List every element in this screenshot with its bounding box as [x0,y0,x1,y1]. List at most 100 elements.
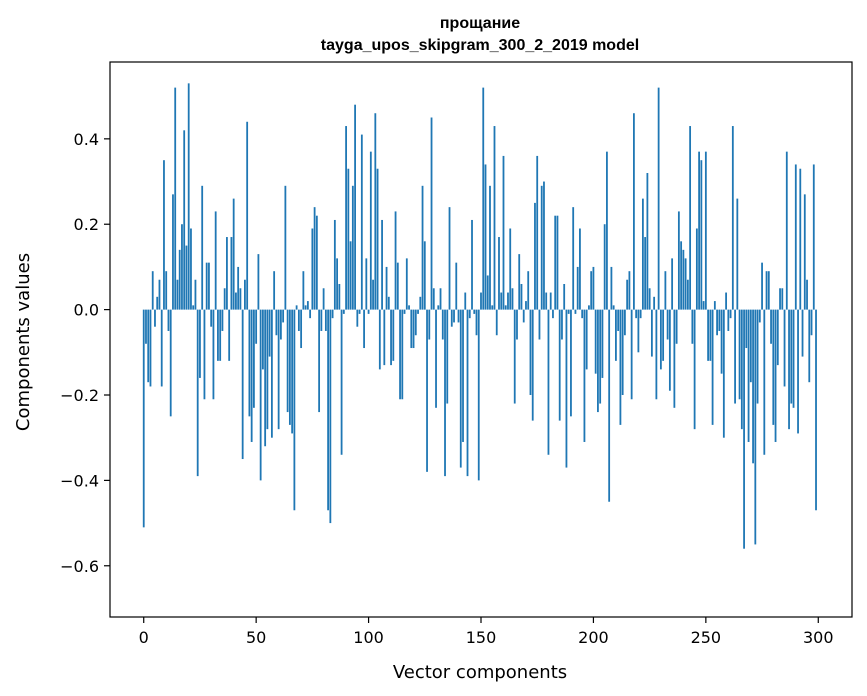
bar [315,215,318,310]
y-tick-label: 0.2 [74,215,99,234]
bar [376,168,379,310]
bar [297,309,300,331]
bar [628,271,631,310]
bar [372,279,374,310]
x-tick-label: 100 [353,628,384,647]
bar [419,296,422,310]
bar [801,309,804,357]
bar [606,151,608,310]
bar [246,121,249,310]
bar [268,309,271,357]
bar [581,309,584,319]
bar [808,309,811,383]
bar [806,279,808,310]
bar [558,309,561,421]
bar [194,279,197,310]
bar [799,168,802,310]
bar [437,305,440,310]
bar [284,185,287,310]
bar [291,309,294,434]
bar [358,309,361,314]
bar [241,309,244,460]
bar [435,309,437,408]
bar [776,309,779,366]
bar [378,309,381,370]
bar [432,288,435,310]
bar [412,309,415,349]
bar [538,309,541,340]
bar [731,126,734,310]
bar [597,309,599,413]
bar [783,309,786,387]
bar [745,309,748,349]
bar [761,262,763,310]
bar [684,258,687,310]
bar [758,309,761,323]
bar [381,219,383,310]
bar [673,309,676,408]
chart-title-line-1: прощание [440,15,520,32]
bar [531,309,534,421]
bar [612,305,615,310]
bar [803,194,806,310]
bar [603,224,606,310]
bar [347,168,350,310]
bar [163,160,165,310]
bar [727,309,730,331]
bar [781,288,784,310]
bar [576,266,579,310]
bar [318,309,321,413]
bar [172,194,174,310]
bar [619,309,622,425]
bar [214,211,217,310]
bar [815,309,817,511]
bar [765,271,768,310]
y-tick-label: −0.4 [60,471,99,490]
bar [324,309,327,331]
bar [666,309,669,340]
bar [516,309,518,340]
bar [592,266,595,310]
bar [752,309,754,464]
bar [311,228,314,310]
bar [711,309,714,425]
bar [691,309,694,344]
bar [610,266,613,310]
bar [237,266,240,310]
bar [403,309,406,314]
bar [306,301,309,310]
bar [217,309,219,361]
bar [390,309,392,366]
bar [590,271,593,310]
bar [740,309,743,430]
x-axis: 0 50 100 150 200 250 300 [139,617,834,647]
bar [473,309,476,314]
bar [529,309,532,395]
bar [394,211,397,310]
bar [686,279,689,310]
bar [794,164,797,310]
bar [797,309,799,434]
y-tick-label: −0.6 [60,557,99,576]
bar [149,309,152,387]
bar [387,296,390,310]
bar [812,164,815,310]
bar [617,309,620,331]
bar [277,309,280,430]
x-tick-label: 200 [578,628,609,647]
bar [650,309,653,357]
bar [383,309,386,366]
bar [653,296,656,310]
bar [430,117,433,310]
bar [142,309,145,528]
bar [718,309,721,331]
bar [774,309,777,442]
bar [405,258,408,310]
y-tick-label: −0.2 [60,386,99,405]
bar [570,309,572,417]
bar [633,113,635,310]
bar [365,258,368,310]
bar [659,309,662,370]
bar [484,164,487,310]
bar [369,151,372,310]
